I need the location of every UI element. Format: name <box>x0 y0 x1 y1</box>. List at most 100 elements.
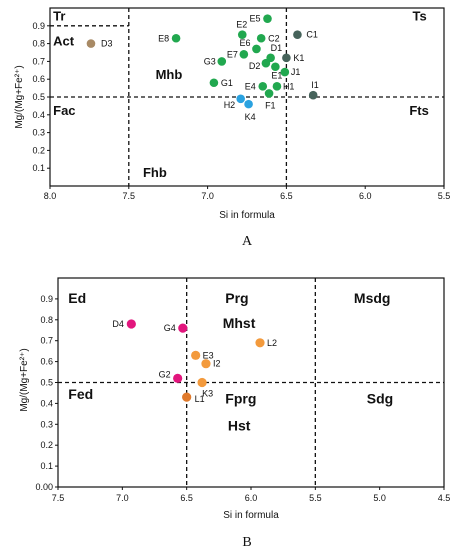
data-point-g1: G1 <box>209 78 233 88</box>
data-point-e5: E5 <box>249 14 272 24</box>
data-point-g2: G2 <box>159 369 183 383</box>
data-point-marker <box>178 323 188 333</box>
data-point-i2: I2 <box>201 359 220 369</box>
data-point-marker <box>280 67 290 77</box>
data-point-label: L1 <box>195 394 205 404</box>
data-point-label: K3 <box>202 389 213 399</box>
x-tick-label: 7.0 <box>201 191 214 201</box>
chart-a: 0.1 0.2 0.3 0.4 0.5 0.6 0.7 0.8 0.9 8.0 7.5 7.0 6.5… <box>14 7 451 249</box>
data-point-d4: D4 <box>112 319 136 329</box>
chart-a-x-axis-label: Si in formula <box>219 210 275 221</box>
data-point-e1: E1 <box>271 62 282 81</box>
y-tick-label: 0.5 <box>32 92 45 102</box>
x-tick-label: 6.5 <box>180 493 193 503</box>
x-tick-label: 6.0 <box>359 191 372 201</box>
data-point-i1: I1 <box>308 80 319 100</box>
chart-b-y-axis-label: Mg/(Mg+Fe²⁺) <box>19 348 30 411</box>
data-point-label: D4 <box>112 319 124 329</box>
data-point-label: E3 <box>203 350 214 360</box>
data-point-label: D1 <box>271 43 283 53</box>
x-tick-label: 7.5 <box>52 493 65 503</box>
data-point-marker <box>171 33 181 43</box>
data-point-marker <box>282 53 291 63</box>
y-tick-label: 0.8 <box>32 39 45 49</box>
data-point-h2: H2 <box>224 94 245 110</box>
data-point-k1: K1 <box>282 53 304 63</box>
data-point-label: I2 <box>213 359 221 369</box>
data-point-marker <box>308 90 318 100</box>
data-point-label: E4 <box>245 81 256 91</box>
region-label-mhb: Mhb <box>156 67 183 82</box>
data-point-l2: L2 <box>255 338 277 348</box>
data-point-f1: F1 <box>264 89 276 110</box>
chart-a-y-ticks: 0.1 0.2 0.3 0.4 0.5 0.6 0.7 0.8 0.9 <box>32 21 50 173</box>
data-point-label: K4 <box>245 112 256 122</box>
y-tick-label: 0.9 <box>32 21 45 31</box>
region-label-ed: Ed <box>68 290 86 306</box>
data-point-marker <box>256 33 266 43</box>
y-tick-label: 0.7 <box>32 56 45 66</box>
data-point-c2: C2 <box>256 33 280 43</box>
data-point-l1: L1 <box>182 392 205 404</box>
data-point-marker <box>272 82 282 91</box>
chart-b-x-axis-label: Si in formula <box>223 510 279 521</box>
data-point-label: E5 <box>249 14 260 24</box>
data-point-label: E6 <box>239 38 250 48</box>
data-point-marker <box>126 319 136 329</box>
region-label-ts: Ts <box>412 8 426 23</box>
data-point-h1: H1 <box>272 81 294 91</box>
region-label-fprg: Fprg <box>225 390 256 406</box>
data-point-marker <box>263 14 272 23</box>
chart-b: 0.00 0.1 0.2 0.3 0.4 0.5 0.6 0.7 0.8 0.9 7.5 7.0 6.… <box>19 277 450 550</box>
region-label-prg: Prg <box>225 290 248 306</box>
data-point-e6: E6 <box>239 38 261 54</box>
region-label-fed: Fed <box>68 386 93 402</box>
region-label-hst: Hst <box>228 418 251 434</box>
region-label-fts: Fts <box>409 103 429 118</box>
x-tick-label: 7.5 <box>123 191 136 201</box>
data-point-label: F1 <box>265 100 276 110</box>
region-label-fac: Fac <box>53 103 75 118</box>
region-label-act: Act <box>53 33 75 48</box>
chart-a-x-ticks: 8.0 7.5 7.0 6.5 6.0 5.5 <box>44 186 451 201</box>
y-tick-label: 0.4 <box>32 110 45 120</box>
data-point-e7: E7 <box>227 49 249 59</box>
data-point-marker <box>252 44 261 54</box>
y-tick-label: 0.6 <box>40 357 53 367</box>
y-tick-label: 0.00 <box>35 482 53 492</box>
y-tick-label: 0.3 <box>40 419 53 429</box>
data-point-marker <box>236 94 245 104</box>
data-point-marker <box>261 58 271 68</box>
chart-a-region-labels: Tr Act Mhb Fac Fhb Ts Fts <box>53 8 429 180</box>
chart-a-dividers <box>50 8 444 186</box>
data-point-label: K1 <box>293 53 304 63</box>
region-label-tr: Tr <box>53 8 65 23</box>
chart-b-x-ticks: 7.5 7.0 6.5 6.0 5.5 5.0 4.5 <box>52 487 450 503</box>
region-label-mhst: Mhst <box>223 315 256 331</box>
y-tick-label: 0.6 <box>32 74 45 84</box>
data-point-label: I1 <box>311 80 319 90</box>
data-point-label: E8 <box>158 33 169 43</box>
data-point-e8: E8 <box>158 33 181 43</box>
data-point-j1: J1 <box>280 67 301 77</box>
data-point-marker <box>264 89 274 98</box>
data-point-label: D2 <box>249 61 261 71</box>
x-tick-label: 6.0 <box>245 493 258 503</box>
data-point-marker <box>239 49 249 59</box>
data-point-marker <box>201 359 211 369</box>
data-point-marker <box>255 338 265 348</box>
x-tick-label: 5.0 <box>373 493 386 503</box>
chart-b-y-ticks: 0.00 0.1 0.2 0.3 0.4 0.5 0.6 0.7 0.8 0.9 <box>35 294 58 492</box>
data-point-label: C1 <box>306 30 318 40</box>
x-tick-label: 5.5 <box>438 191 451 201</box>
y-tick-label: 0.2 <box>32 145 45 155</box>
y-tick-label: 0.4 <box>40 398 53 408</box>
data-point-marker <box>86 39 96 48</box>
y-tick-label: 0.7 <box>40 336 53 346</box>
data-point-label: J1 <box>291 67 301 77</box>
data-point-label: D3 <box>101 39 113 49</box>
data-point-label: H2 <box>224 100 236 110</box>
data-point-k4: K4 <box>244 99 256 122</box>
chart-b-panel-label: B <box>242 535 251 550</box>
